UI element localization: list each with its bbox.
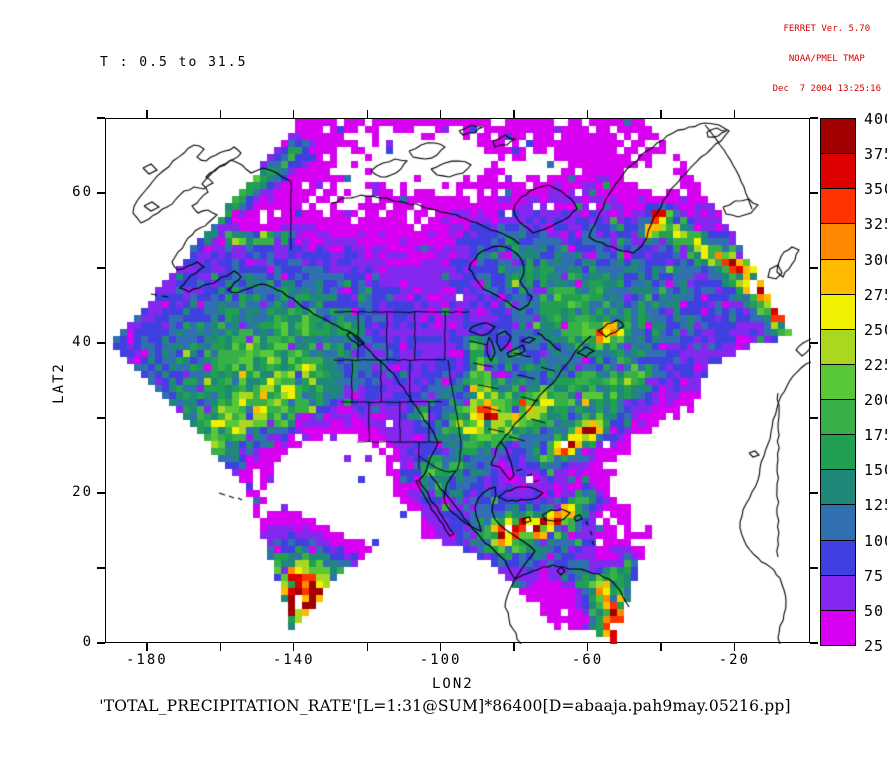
colorbar-cell: [820, 293, 856, 330]
axis-tick-label: -60: [571, 652, 604, 668]
axis-tick: [440, 110, 442, 118]
plot-title-expression: 'TOTAL_PRECIPITATION_RATE'[L=1:31@SUM]*8…: [99, 697, 791, 715]
colorbar-cell: [820, 153, 856, 190]
axis-tick: [440, 643, 442, 651]
axis-tick: [810, 567, 818, 569]
colorbar-tick-label: 325: [864, 215, 887, 234]
colorbar-tick-label: 225: [864, 355, 887, 374]
axis-tick-label: -100: [419, 652, 462, 668]
colorbar-cell: [820, 434, 856, 471]
axis-tick: [97, 192, 105, 194]
axis-tick: [810, 492, 818, 494]
axis-tick: [366, 643, 368, 651]
axis-tick-label: 0: [82, 634, 93, 650]
colorbar-cell: [820, 118, 856, 155]
axis-tick: [733, 110, 736, 118]
axis-tick: [219, 110, 221, 118]
x-axis-title: LON2: [432, 676, 474, 692]
colorbar-cell: [820, 363, 856, 401]
colorbar-tick-label: 25: [864, 637, 885, 655]
colorbar-cell: [820, 539, 856, 576]
axis-tick: [810, 642, 818, 644]
colorbar-tick-label: 75: [864, 566, 885, 585]
colorbar-tick-label: 250: [864, 320, 887, 339]
colorbar-tick-label: 200: [864, 391, 887, 410]
colorbar-tick-label: 400: [864, 110, 887, 128]
colorbar-cell: [820, 223, 856, 260]
axis-tick-label: 60: [72, 184, 93, 200]
colorbar-cell: [820, 188, 856, 225]
axis-tick: [586, 110, 589, 118]
axis-tick-label: 20: [72, 484, 93, 500]
time-range-label: T : 0.5 to 31.5: [100, 55, 248, 70]
axis-tick: [146, 110, 148, 118]
colorbar-cell: [820, 504, 856, 541]
colorbar-cell: [820, 574, 856, 611]
axis-tick: [586, 643, 589, 651]
axis-tick: [97, 267, 105, 269]
colorbar-cell: [820, 609, 856, 646]
axis-tick: [97, 417, 105, 419]
axis-tick: [293, 110, 295, 118]
colorbar-cell: [820, 258, 856, 295]
colorbar-tick-label: 350: [864, 180, 887, 199]
axis-tick: [513, 110, 515, 118]
colorbar-cell: [820, 328, 856, 365]
axis-tick: [810, 342, 818, 344]
colorbar: [820, 118, 856, 646]
precipitation-map-canvas: [106, 119, 811, 644]
timestamp-line: Dec 7 2004 13:25:16: [772, 84, 881, 94]
axis-tick: [810, 417, 818, 419]
colorbar-cell: [820, 399, 856, 436]
axis-tick: [733, 643, 736, 651]
axis-tick: [366, 110, 368, 118]
colorbar-tick-label: 375: [864, 145, 887, 164]
axis-tick-label: -180: [126, 652, 168, 668]
axis-tick: [97, 567, 105, 569]
axis-tick: [97, 642, 105, 644]
axis-tick: [146, 643, 148, 651]
axis-tick: [810, 192, 818, 194]
colorbar-tick-label: 275: [864, 285, 887, 304]
y-axis-title: LAT2: [50, 362, 67, 404]
axis-tick-label: -140: [272, 652, 315, 668]
colorbar-tick-label: 300: [864, 250, 887, 269]
colorbar-tick-label: 175: [864, 426, 887, 445]
colorbar-tick-label: 100: [864, 531, 887, 550]
axis-tick: [513, 643, 515, 651]
colorbar-cell: [820, 469, 856, 506]
colorbar-tick-label: 150: [864, 461, 887, 480]
noaa-pmel-line: NOAA/PMEL TMAP: [788, 54, 865, 64]
ferret-version-header: FERRET Ver. 5.70 NOAA/PMEL TMAP Dec 7 20…: [773, 4, 881, 114]
ferret-version-line: FERRET Ver. 5.70: [783, 24, 871, 34]
axis-tick-label: 40: [72, 334, 93, 350]
axis-tick: [97, 342, 105, 344]
axis-tick: [810, 117, 818, 119]
axis-tick: [219, 643, 221, 651]
axis-tick: [660, 643, 662, 651]
colorbar-tick-label: 50: [864, 601, 885, 620]
axis-tick: [660, 110, 662, 118]
axis-tick: [97, 117, 105, 119]
map-plot-frame: [105, 118, 811, 644]
axis-tick: [293, 643, 295, 651]
colorbar-tick-label: 125: [864, 496, 887, 515]
axis-tick-label: -20: [718, 652, 751, 668]
axis-tick: [97, 492, 105, 494]
axis-tick: [810, 267, 818, 269]
